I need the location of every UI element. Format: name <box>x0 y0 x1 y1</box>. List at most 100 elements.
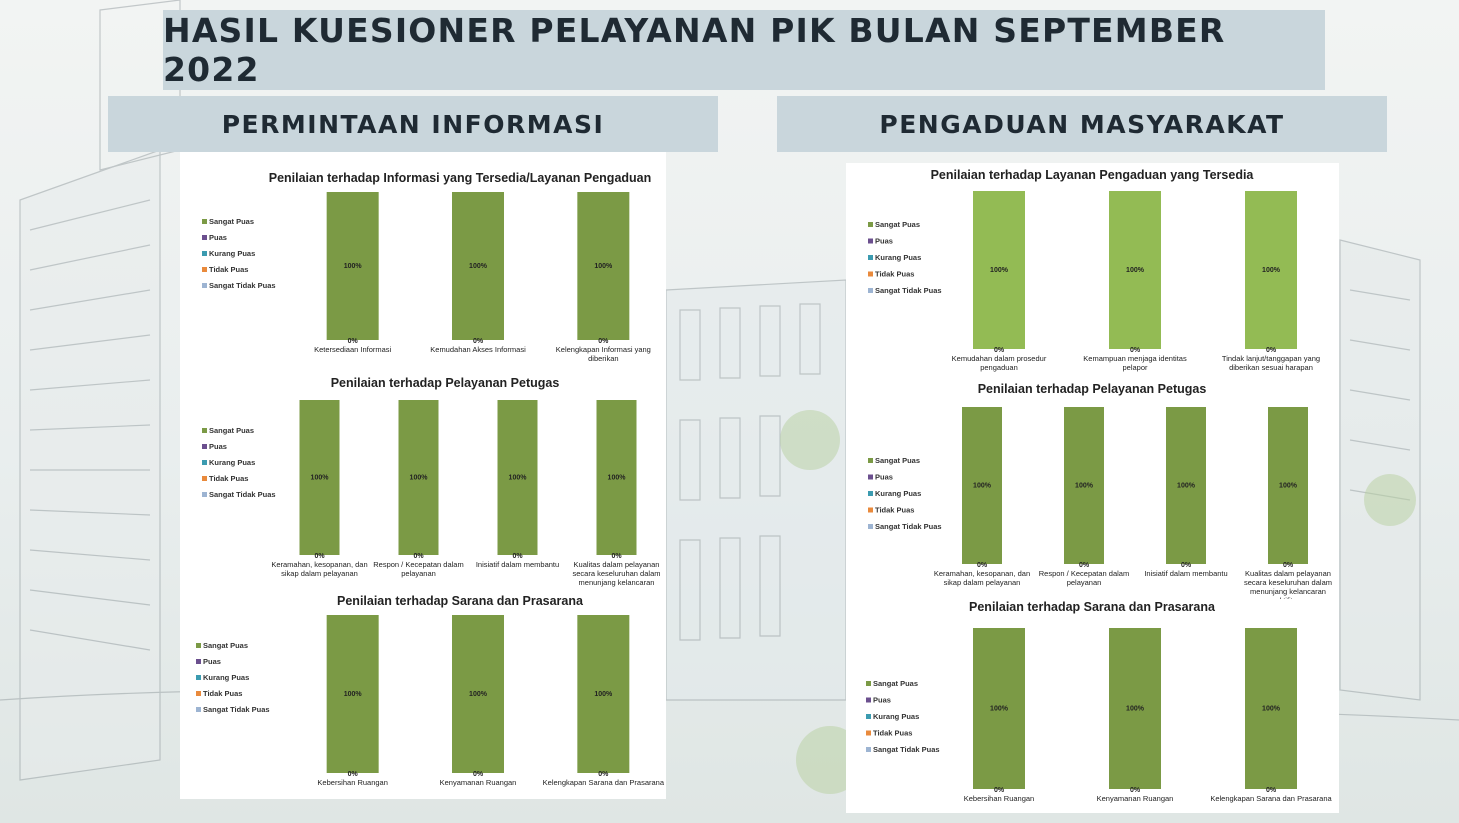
legend-item: Tidak Puas <box>866 729 912 738</box>
section-title-right: PENGADUAN MASYARAKAT <box>879 109 1285 139</box>
zero-label: 0% <box>413 553 424 560</box>
category-label: Ketersediaan Informasi <box>314 345 391 354</box>
legend-swatch <box>202 267 207 272</box>
legend-swatch <box>196 659 201 664</box>
bar <box>596 400 637 555</box>
bar <box>452 615 504 773</box>
category-label: Kebersihan Ruangan <box>964 794 1034 803</box>
zero-label: 0% <box>1079 562 1090 569</box>
legend-swatch <box>196 707 201 712</box>
zero-label: 0% <box>994 787 1005 794</box>
bar <box>398 400 439 555</box>
bar <box>1268 407 1308 564</box>
legend-label: Puas <box>209 442 227 451</box>
legend-label: Sangat Puas <box>203 641 248 650</box>
category-label: Kelengkapan Informasi yang diberikan <box>556 345 651 363</box>
chart-title: Penilaian terhadap Sarana dan Prasarana <box>969 600 1216 614</box>
legend-item: Tidak Puas <box>202 265 248 274</box>
chart-title: Penilaian terhadap Pelayanan Petugas <box>331 376 560 390</box>
legend-swatch <box>866 697 871 703</box>
bar <box>577 192 630 340</box>
chart-pelayanan-petugas-left: Penilaian terhadap Pelayanan Petugas Sang… <box>202 376 660 588</box>
legend-item: Tidak Puas <box>202 474 248 483</box>
zero-label: 0% <box>1283 562 1294 569</box>
legend-label: Sangat Tidak Puas <box>203 705 270 714</box>
legend-swatch <box>868 474 873 480</box>
zero-label: 0% <box>598 338 609 345</box>
legend-swatch <box>202 428 207 433</box>
legend-item: Sangat Tidak Puas <box>868 286 942 295</box>
bar <box>1109 191 1161 349</box>
legend-item: Kurang Puas <box>202 458 255 467</box>
legend-label: Sangat Tidak Puas <box>209 281 276 290</box>
legend-label: Sangat Puas <box>209 217 254 226</box>
category-label: Kemampuan menjaga identitas pelapor <box>1083 354 1187 372</box>
category-label: Respon / Kecepatan dalam pelayanan <box>1039 569 1129 587</box>
legend-swatch <box>866 681 871 686</box>
legend-item: Sangat Puas <box>868 220 920 229</box>
legend-label: Tidak Puas <box>203 689 242 698</box>
zero-label: 0% <box>598 771 609 778</box>
legend-label: Puas <box>875 473 893 482</box>
data-label: 100% <box>469 691 488 698</box>
zero-label: 0% <box>977 562 988 569</box>
legend-label: Sangat Tidak Puas <box>209 490 276 499</box>
section-banner-pengaduan-masyarakat: PENGADUAN MASYARAKAT <box>777 96 1387 152</box>
zero-label: 0% <box>1181 562 1192 569</box>
legend-swatch <box>868 288 873 293</box>
legend-swatch <box>202 283 207 288</box>
data-label: 100% <box>990 267 1009 274</box>
category-label: Keramahan, kesopanan, dan sikap dalam pel… <box>271 560 367 578</box>
legend-swatch <box>868 507 873 513</box>
legend-item: Puas <box>196 657 221 666</box>
zero-label: 0% <box>1130 787 1141 794</box>
legend-item: Kurang Puas <box>196 673 249 682</box>
legend-label: Tidak Puas <box>875 270 914 279</box>
bar <box>1064 407 1104 564</box>
legend-item: Sangat Puas <box>196 641 248 650</box>
legend-swatch <box>868 524 873 529</box>
legend-label: Tidak Puas <box>209 474 248 483</box>
zero-label: 0% <box>473 338 484 345</box>
legend-label: Sangat Tidak Puas <box>875 286 942 295</box>
legend-label: Kurang Puas <box>875 489 921 498</box>
category-label: Kelengkapan Sarana dan Prasarana <box>543 778 665 787</box>
data-label: 100% <box>608 475 627 482</box>
data-label: 100% <box>344 263 363 270</box>
legend-label: Sangat Puas <box>875 456 920 465</box>
category-label: Kualitas dalam pelayanan secara keseluruh… <box>1244 569 1332 599</box>
bar <box>973 628 1025 789</box>
legend-swatch <box>196 675 201 680</box>
legend-swatch <box>868 491 873 496</box>
legend-item: Tidak Puas <box>868 270 914 279</box>
zero-label: 0% <box>1266 787 1277 794</box>
data-label: 100% <box>469 263 488 270</box>
legend-swatch <box>202 492 207 497</box>
bar <box>452 192 504 340</box>
category-label: Respon / Kecepatan dalam pelayanan <box>373 560 463 578</box>
legend-label: Kurang Puas <box>203 673 249 682</box>
chart-sarana-prasarana-right: Penilaian terhadap Sarana dan Prasarana S… <box>866 600 1332 803</box>
chart-sarana-prasarana-left: Penilaian terhadap Sarana dan Prasarana S… <box>196 594 665 787</box>
legend-swatch <box>202 476 207 481</box>
legend-label: Kurang Puas <box>209 458 255 467</box>
zero-label: 0% <box>512 553 523 560</box>
main-title: HASIL KUESIONER PELAYANAN PIK BULAN SEPT… <box>163 11 1226 89</box>
legend-item: Sangat Puas <box>202 217 254 226</box>
legend-label: Kurang Puas <box>873 712 919 721</box>
bar <box>1166 407 1206 564</box>
legend-label: Sangat Tidak Puas <box>873 745 940 754</box>
legend-item: Puas <box>868 237 893 246</box>
zero-label: 0% <box>348 771 359 778</box>
bar <box>1245 191 1297 349</box>
data-label: 100% <box>1262 706 1281 713</box>
section-title-left: PERMINTAAN INFORMASI <box>221 109 605 139</box>
category-label: Kemudahan Akses Informasi <box>430 345 526 354</box>
chart-layanan-pengaduan: Penilaian terhadap Layanan Pengaduan yan… <box>868 168 1320 372</box>
chart-title: Penilaian terhadap Sarana dan Prasarana <box>337 594 584 608</box>
legend-swatch <box>202 444 207 449</box>
legend-item: Puas <box>866 696 891 705</box>
legend-item: Sangat Tidak Puas <box>866 745 940 754</box>
legend-label: Kurang Puas <box>209 249 255 258</box>
category-label: Inisiatif dalam membantu <box>476 560 559 569</box>
